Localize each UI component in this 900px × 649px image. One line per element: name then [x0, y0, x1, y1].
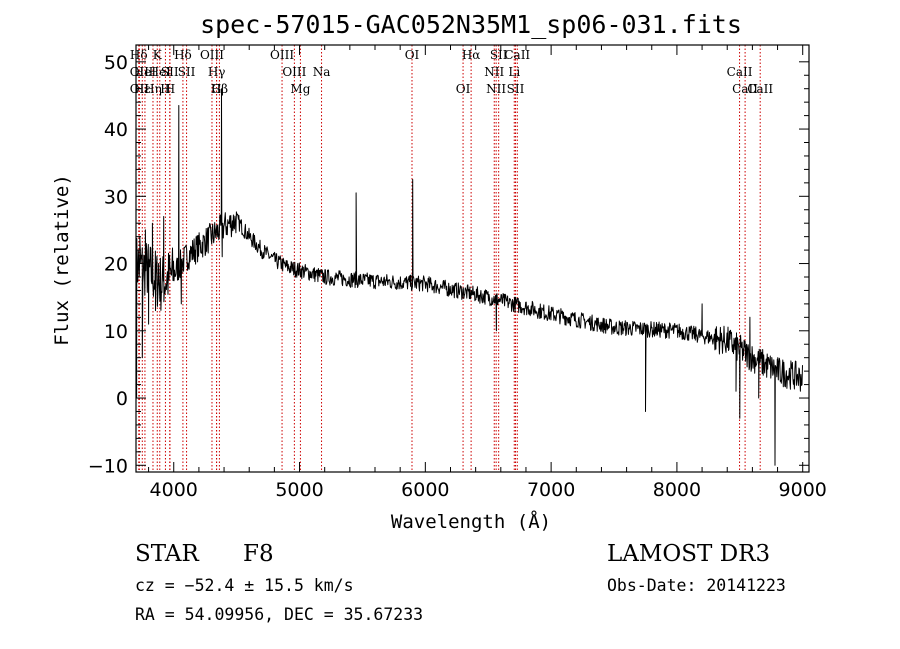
x-tick-label: 7000	[527, 479, 575, 501]
y-tick-label: −10	[88, 455, 128, 477]
line-label: SII	[161, 65, 179, 79]
line-label: H	[165, 82, 175, 96]
line-label: Hη	[144, 82, 162, 96]
line-label: HeI	[149, 65, 172, 79]
x-tick-label: 5000	[275, 479, 323, 501]
x-tick-label: 9000	[779, 479, 827, 501]
line-label: CaII	[732, 82, 758, 96]
redshift-cz: cz = −52.4 ± 15.5 km/s	[135, 576, 354, 595]
line-label: OIII	[282, 65, 306, 79]
plot-frame	[135, 44, 810, 473]
x-tick-label: 8000	[653, 479, 701, 501]
x-tick-label: 6000	[401, 479, 449, 501]
line-label: OIII	[270, 48, 294, 62]
chart-title: spec-57015-GAC052N35M1_sp06-031.fits	[200, 10, 742, 39]
y-tick-label: 30	[104, 186, 128, 208]
line-label: Hδ	[130, 48, 148, 62]
line-label: NII	[486, 82, 506, 96]
line-label: Hγ	[208, 65, 226, 79]
observation-date: Obs-Date: 20141223	[607, 576, 786, 595]
line-label: OI	[405, 48, 420, 62]
y-tick-label: 40	[104, 119, 128, 141]
line-label: NII	[484, 65, 504, 79]
line-label: OI	[456, 82, 471, 96]
y-tick-label: 0	[116, 388, 128, 410]
y-tick-label: 10	[104, 321, 128, 343]
x-tick-label: 4000	[150, 479, 198, 501]
line-label: OII	[130, 65, 150, 79]
line-label: SII	[490, 48, 508, 62]
line-label: K	[153, 48, 163, 62]
y-tick-label: 20	[104, 254, 128, 276]
coordinates: RA = 54.09956, DEC = 35.67233	[135, 605, 423, 624]
line-label: Na	[313, 65, 331, 79]
line-label: Li	[508, 65, 520, 79]
survey-name: LAMOST DR3	[607, 541, 770, 567]
line-label: Hε	[134, 82, 151, 96]
x-axis-ticks: 4000 5000 6000 7000 8000 9000	[148, 45, 827, 501]
line-label: Hβ	[211, 82, 228, 96]
line-label: SII	[507, 82, 525, 96]
line-label: G	[212, 82, 222, 96]
y-axis-ticks: −10 0 10 20 30 40 50	[88, 52, 809, 477]
line-label: H	[160, 82, 170, 96]
line-label: Mg	[290, 82, 310, 96]
line-label: OIII	[200, 48, 224, 62]
line-label: Hδ	[174, 48, 192, 62]
y-tick-label: 50	[104, 52, 128, 74]
line-label: Hα	[462, 48, 481, 62]
line-label: CaII	[727, 65, 753, 79]
object-class: STAR	[135, 541, 199, 567]
x-axis-label: Wavelength (Å)	[391, 510, 551, 533]
line-label: CaII	[504, 48, 530, 62]
y-axis-label: Flux (relative)	[51, 174, 73, 346]
spectrum-line	[135, 88, 803, 466]
object-subclass: F8	[243, 541, 274, 567]
line-label: SII	[178, 65, 196, 79]
line-labels: HδOIIOIIHεHeIHηKHeIHSIIHHδSIIOIIIHγGHβOI…	[130, 48, 774, 96]
line-label: CaII	[747, 82, 773, 96]
line-markers	[138, 45, 761, 472]
